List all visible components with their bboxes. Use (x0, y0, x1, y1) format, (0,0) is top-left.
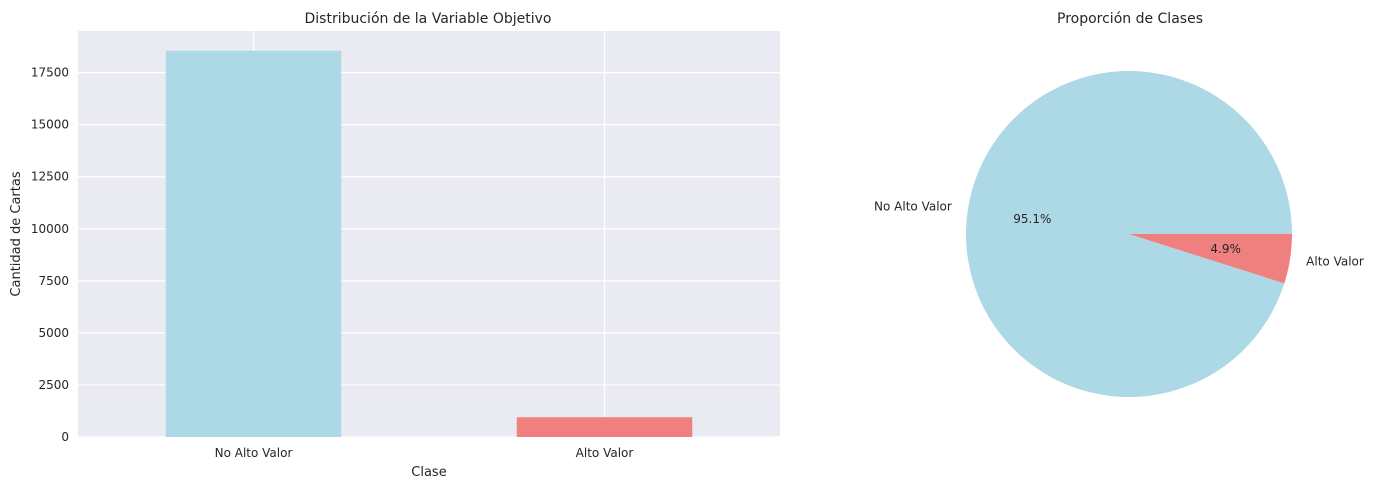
bar-chart-title: Distribución de la Variable Objetivo (305, 11, 552, 27)
bar-chart: Distribución de la Variable Objetivo 0 25… (9, 11, 780, 480)
pie-labels: No Alto Valor 95.1% Alto Valor 4.9% (874, 200, 1364, 269)
y-tick-label: 2500 (38, 378, 69, 392)
y-tick-label: 10000 (31, 222, 69, 236)
pie-category-label: No Alto Valor (874, 200, 952, 214)
pie-slice-alto-valor (1129, 234, 1292, 284)
x-tick-label: Alto Valor (576, 446, 634, 460)
pie-slice-no-alto-valor (966, 71, 1292, 398)
bar-alto-valor (516, 417, 693, 437)
y-tick-label: 12500 (31, 170, 69, 184)
y-tick-label: 15000 (31, 118, 69, 132)
bar-series (165, 50, 693, 438)
pie-percent-label: 4.9% (1210, 242, 1241, 256)
pie-chart: Proporción de Clases No Alto Valor 95.1% A… (874, 11, 1364, 398)
pie-percent-label: 95.1% (1013, 212, 1051, 226)
y-tick-label: 17500 (31, 66, 69, 80)
x-tick-label: No Alto Valor (215, 446, 293, 460)
x-axis-label: Clase (411, 465, 446, 480)
y-tick-label: 7500 (38, 274, 69, 288)
y-axis-ticks: 0 2500 5000 7500 10000 12500 15000 17500 (31, 66, 69, 444)
y-tick-label: 0 (61, 430, 69, 444)
y-axis-label: Cantidad de Cartas (9, 171, 24, 296)
x-axis-ticks: No Alto Valor Alto Valor (215, 446, 634, 460)
pie-chart-title: Proporción de Clases (1057, 11, 1203, 27)
pie-slices (966, 71, 1292, 398)
pie-category-label: Alto Valor (1306, 254, 1364, 268)
bar-no-alto-valor (165, 50, 342, 438)
y-tick-label: 5000 (38, 326, 69, 340)
